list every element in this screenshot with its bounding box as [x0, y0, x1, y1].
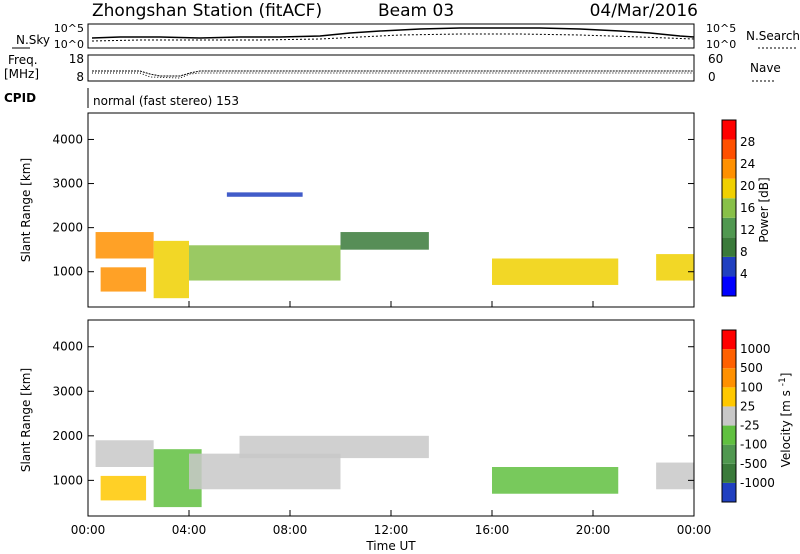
- power-y-axis-label: Slant Range [km]: [19, 158, 33, 262]
- velocity-panel: [96, 436, 694, 507]
- power-colorbar-label: Power [dB]: [757, 177, 771, 242]
- power-y-tick-label-3: 1000: [52, 265, 83, 279]
- noise-sky-line: [92, 28, 694, 38]
- power-region-4: [341, 232, 429, 250]
- velocity-colorbar-tick-7: -1000: [740, 476, 775, 490]
- power-y-tick-label-0: 4000: [52, 132, 83, 146]
- freq-left-tick-bottom: 8: [76, 70, 84, 84]
- velocity-y-axis-label: Slant Range [km]: [19, 368, 33, 472]
- power-region-7: [656, 254, 694, 280]
- power-region-6: [492, 259, 618, 285]
- velocity-colorbar-tick-3: 25: [740, 399, 755, 413]
- freq-right-tick-top: 60: [708, 52, 723, 66]
- velocity-colorbar-tick-6: -500: [740, 457, 767, 471]
- velocity-colorbar-swatch-8: [722, 330, 736, 349]
- power-colorbar-tick-6: 4: [740, 267, 748, 281]
- noise-search-label: N.Search: [746, 29, 800, 43]
- cpid-value: normal (fast stereo) 153: [93, 94, 239, 108]
- velocity-colorbar-swatch-4: [722, 406, 736, 425]
- x-axis-label: Time UT: [365, 539, 416, 553]
- x-tick-label-1: 04:00: [172, 523, 207, 537]
- power-region-1: [101, 267, 146, 291]
- velocity-colorbar-swatch-6: [722, 368, 736, 387]
- power-colorbar-tick-1: 24: [740, 157, 755, 171]
- power-colorbar: 28 24 20 16 12 8 4: [722, 120, 755, 296]
- power-colorbar-tick-4: 12: [740, 223, 755, 237]
- noise-panel: [88, 24, 694, 48]
- power-region-0: [96, 232, 154, 258]
- velocity-y-tick-label-1: 3000: [52, 384, 83, 398]
- noise-left-tick-bottom: 10^0: [54, 38, 84, 51]
- power-region-2: [154, 241, 189, 298]
- velocity-colorbar-swatch-3: [722, 426, 736, 445]
- power-colorbar-tick-3: 16: [740, 201, 755, 215]
- power-y-tick-label-1: 3000: [52, 177, 83, 191]
- power-colorbar-swatch-5: [722, 179, 736, 199]
- velocity-colorbar-label-text: Velocity [m s: [779, 390, 793, 467]
- velocity-colorbar-swatch-1: [722, 464, 736, 483]
- velocity-y-tick-label-3: 1000: [52, 473, 83, 487]
- power-colorbar-swatch-6: [722, 159, 736, 179]
- velocity-colorbar-tick-4: -25: [740, 419, 760, 433]
- x-tick-label-4: 16:00: [475, 523, 510, 537]
- power-region-5: [227, 192, 303, 196]
- nave-label: Nave: [750, 61, 781, 75]
- station-title: Zhongshan Station (fitACF): [92, 1, 322, 21]
- velocity-region-5: [492, 467, 618, 494]
- cpid-label: CPID: [4, 91, 36, 105]
- power-region-3: [189, 245, 341, 280]
- beam-label: Beam 03: [378, 1, 454, 21]
- x-tick-label-2: 08:00: [273, 523, 308, 537]
- velocity-colorbar-swatch-5: [722, 387, 736, 406]
- noise-right-tick-top: 10^5: [706, 22, 736, 35]
- velocity-region-6: [656, 463, 694, 490]
- velocity-colorbar-tick-2: 100: [740, 380, 763, 394]
- freq-label-2: [MHz]: [4, 67, 39, 81]
- power-colorbar-swatch-1: [722, 257, 736, 277]
- power-colorbar-swatch-2: [722, 237, 736, 257]
- velocity-region-3: [189, 454, 341, 490]
- freq-right-tick-bottom: 0: [708, 70, 716, 84]
- power-colorbar-swatch-4: [722, 198, 736, 218]
- radar-summary-plot: Zhongshan Station (fitACF) Beam 03 04/Ma…: [0, 0, 800, 554]
- velocity-colorbar-label: Velocity [m s -1]: [778, 373, 793, 468]
- power-colorbar-tick-5: 8: [740, 245, 748, 259]
- velocity-region-4: [240, 436, 429, 458]
- velocity-y-tick-label-2: 2000: [52, 429, 83, 443]
- frequency-panel: [88, 55, 694, 81]
- power-colorbar-swatch-7: [722, 140, 736, 160]
- x-tick-label-3: 12:00: [374, 523, 409, 537]
- freq-left-tick-top: 18: [69, 52, 84, 66]
- velocity-y-tick-label-0: 4000: [52, 340, 83, 354]
- noise-left-tick-top: 10^5: [54, 22, 84, 35]
- velocity-colorbar-swatch-0: [722, 483, 736, 502]
- velocity-colorbar-swatch-2: [722, 445, 736, 464]
- x-tick-label-6: 00:00: [677, 523, 712, 537]
- power-colorbar-tick-2: 20: [740, 179, 755, 193]
- power-colorbar-swatch-0: [722, 276, 736, 296]
- x-tick-label-5: 20:00: [576, 523, 611, 537]
- velocity-colorbar-swatch-7: [722, 349, 736, 368]
- velocity-region-1: [101, 476, 146, 501]
- freq-label-1: Freq.: [8, 53, 38, 67]
- date-label: 04/Mar/2016: [590, 1, 698, 21]
- power-colorbar-tick-0: 28: [740, 135, 755, 149]
- velocity-colorbar-tick-5: -100: [740, 438, 767, 452]
- velocity-region-0: [96, 440, 154, 467]
- velocity-colorbar-tick-0: 1000: [740, 342, 771, 356]
- power-colorbar-swatch-3: [722, 218, 736, 238]
- noise-sky-label: N.Sky: [16, 33, 50, 47]
- velocity-colorbar-tick-1: 500: [740, 361, 763, 375]
- power-panel: [96, 192, 694, 298]
- noise-right-tick-bottom: 10^0: [706, 38, 736, 51]
- velocity-colorbar: 1000 500 100 25 -25 -100 -500 -1000: [722, 330, 775, 502]
- power-colorbar-swatch-8: [722, 120, 736, 140]
- x-tick-label-0: 00:00: [71, 523, 106, 537]
- power-y-tick-label-2: 2000: [52, 221, 83, 235]
